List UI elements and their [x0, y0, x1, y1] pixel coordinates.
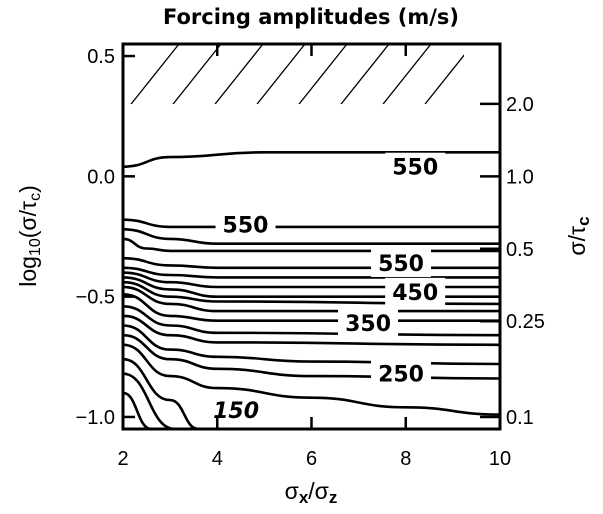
hatch-line	[382, 44, 432, 105]
x-tick-label: 4	[212, 448, 223, 470]
y-tick-label-right: 0.5	[506, 239, 534, 261]
y-tick-label-left: −0.5	[76, 287, 115, 309]
x-tick-label: 6	[306, 448, 317, 470]
hatch-line	[424, 54, 464, 105]
y-tick-label-right: 1.0	[506, 166, 534, 188]
hatch-line	[340, 44, 390, 105]
y-axis-label-right: σ/τc	[564, 216, 593, 255]
contour-label-bg	[371, 248, 432, 277]
contour-label: 550	[392, 156, 438, 181]
contour-line	[123, 151, 500, 168]
contour-label-bg	[385, 152, 446, 181]
contour-label: 550	[223, 213, 269, 238]
x-tick-label: 10	[489, 448, 511, 470]
x-tick-label: 8	[400, 448, 411, 470]
contour-label: 250	[378, 363, 424, 388]
contour-line	[123, 357, 199, 429]
contour-label: 350	[345, 312, 391, 337]
y-tick-label-left: 0.5	[87, 46, 115, 68]
y-tick-label-right: 0.1	[506, 407, 534, 429]
y-axis-right: 2.0 1.0 0.5 0.25 0.1	[480, 94, 545, 429]
y-axis-left: 0.5 0.0 −0.5 −1.0	[76, 46, 135, 429]
hatch-line	[298, 44, 348, 105]
x-tick-label: 2	[117, 448, 128, 470]
y-tick-label-left: −1.0	[76, 407, 115, 429]
contour-label: 450	[392, 281, 438, 306]
contour-label-bg	[385, 277, 446, 306]
plot-frame	[121, 42, 502, 431]
contour-line	[123, 343, 500, 416]
contour-label: 550	[378, 252, 424, 277]
contour-line	[123, 228, 500, 246]
hatched-region	[130, 44, 464, 105]
y-tick-label-right: 0.25	[506, 311, 545, 333]
contour-line	[123, 256, 500, 270]
hatch-line	[130, 44, 180, 105]
contour-line	[123, 372, 175, 429]
contour-line	[123, 314, 500, 347]
hatch-line	[172, 44, 222, 105]
contour-label-bg	[338, 309, 399, 338]
y-axis-label-left: log10(σ/τc)	[15, 185, 44, 287]
chart-title: Forcing amplitudes (m/s)	[163, 5, 459, 29]
contour-label-bg	[215, 210, 276, 239]
contour-label: 150	[213, 399, 259, 424]
contour-line	[123, 218, 500, 229]
x-axis: 2 4 6 8 10	[117, 44, 511, 470]
x-axis-label: σx/σz	[285, 478, 338, 507]
contour-line	[123, 266, 500, 279]
hatch-line	[256, 44, 306, 105]
y-tick-label-right: 2.0	[506, 94, 534, 116]
hatch-line	[214, 44, 264, 105]
y-tick-label-left: 0.0	[87, 166, 115, 188]
contour-label-bg	[371, 359, 432, 388]
